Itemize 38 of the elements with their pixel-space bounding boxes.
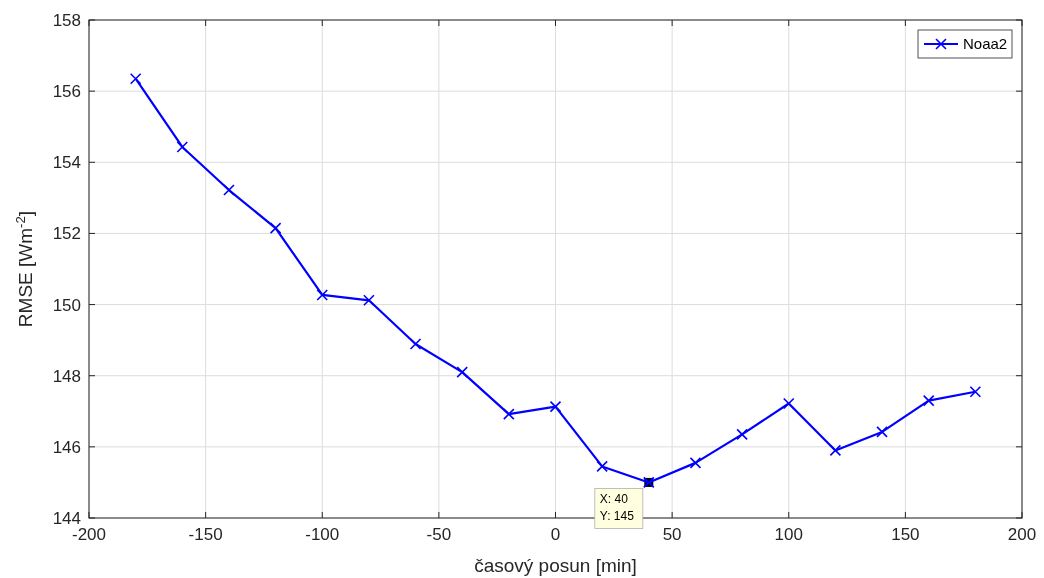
legend-label: Noaa2 — [963, 35, 1008, 53]
y-tick-label: 150 — [52, 295, 81, 315]
point — [549, 400, 562, 413]
point — [782, 397, 795, 410]
point — [736, 428, 748, 441]
x-tick-label: 200 — [1007, 525, 1037, 544]
x-tick-label: 150 — [891, 525, 920, 544]
annotation: X: 40 Y: 145 — [599, 492, 635, 524]
point — [316, 289, 329, 301]
y-tick-label: 156 — [52, 82, 81, 102]
y-tick-label: 144 — [52, 508, 81, 528]
x-tick-label: 100 — [774, 525, 803, 544]
point — [596, 460, 608, 473]
x-axis-title: časový posun [min] — [474, 555, 637, 576]
x-tick-label: -150 — [188, 525, 223, 544]
point — [922, 394, 935, 407]
point — [269, 222, 282, 234]
x-tick-label: -100 — [305, 525, 340, 544]
point — [503, 408, 515, 420]
point — [829, 444, 842, 457]
point — [223, 184, 235, 196]
x-tick-label: 0 — [550, 525, 561, 544]
point — [876, 426, 888, 438]
x-tick-label: 50 — [662, 525, 682, 544]
point — [969, 385, 982, 398]
point — [363, 294, 375, 307]
point — [176, 141, 189, 153]
y-tick-label: 152 — [52, 224, 81, 244]
x-tick-label: -200 — [71, 525, 107, 544]
y-tick-label: 146 — [52, 437, 81, 457]
x-tick-label: -50 — [426, 525, 452, 544]
y-tick-label: 148 — [52, 366, 81, 386]
y-tick-label: 154 — [52, 153, 81, 173]
point — [129, 72, 142, 85]
point — [689, 457, 702, 469]
point — [409, 338, 422, 350]
point — [456, 366, 468, 378]
y-tick-label: 158 — [52, 10, 81, 30]
